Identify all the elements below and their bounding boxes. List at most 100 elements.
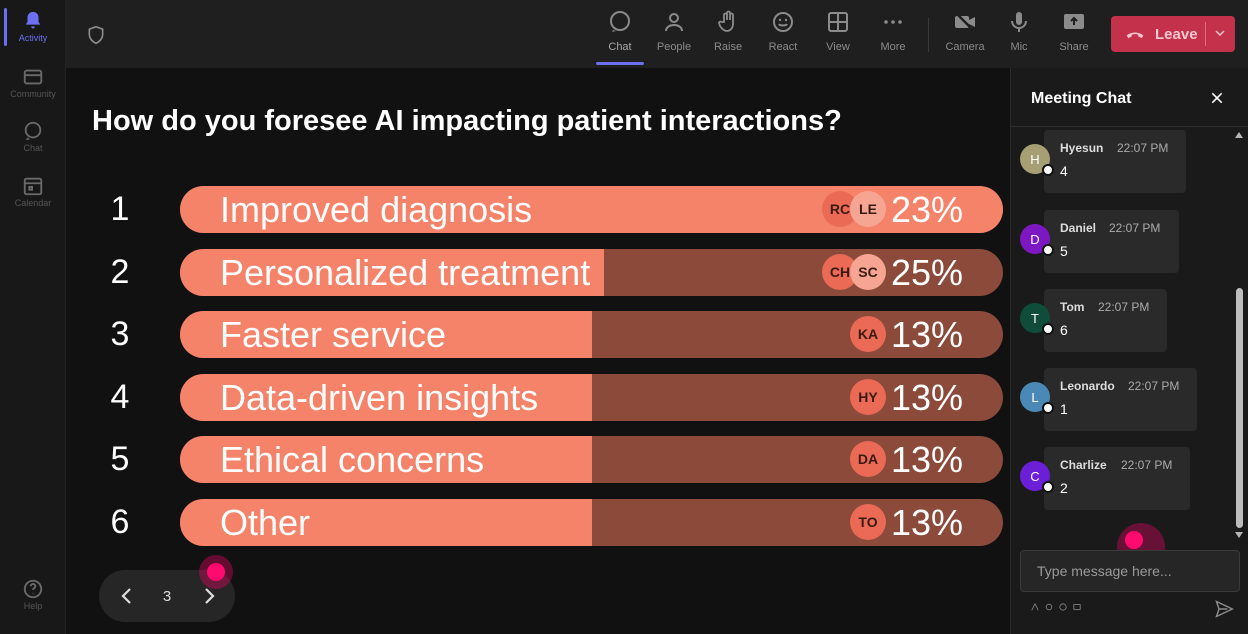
avatar-initial: T [1031,310,1039,326]
page-number: 3 [162,588,172,605]
message-bubble: Tom 22:07 PM 6 [1044,289,1167,352]
avatar[interactable]: C [1020,461,1054,493]
toolbar-item-label: More [880,41,906,53]
poll-option[interactable]: 1 Improved diagnosis RC LE 23% [66,186,1010,234]
send-icon[interactable] [1214,599,1234,619]
option-bar[interactable]: Faster service KA 13% [180,311,1003,358]
leave-divider [1205,22,1206,46]
rail-item-help[interactable]: Help [0,578,66,611]
rail-item-activity[interactable]: Activity [0,10,66,43]
avatar[interactable]: L [1020,382,1054,414]
shield-icon[interactable] [86,24,106,46]
chat-message[interactable]: Charlize 22:07 PM 2 C [1011,447,1236,511]
emoji-icon[interactable] [1059,603,1067,611]
chevron-left-icon[interactable] [115,584,139,608]
scroll-thumb[interactable] [1236,288,1243,528]
gif-icon[interactable] [1073,603,1081,611]
option-percentage: 13% [890,501,963,543]
option-bar-fill [180,311,592,358]
share-icon [1064,14,1084,29]
option-bar-fill [180,373,592,421]
poll-option[interactable]: 5 Ethical concerns DA 13% [66,436,1010,484]
poll-question: How do you foresee AI impacting patient … [92,105,842,137]
chat-message[interactable]: Hyesun 22:07 PM 4 H [1011,130,1236,194]
message-bubble: Charlize 22:07 PM 2 [1044,447,1190,510]
voter-avatars: CH SC [822,253,886,292]
toolbar-more-button[interactable]: More [866,10,920,53]
attach-icon[interactable] [1045,603,1053,611]
voter-avatar: TO [850,503,886,540]
chevron-right-icon[interactable] [197,584,221,608]
chat-title: Meeting Chat [1031,90,1132,107]
message-time: 22:07 PM [1128,379,1180,393]
presence-dot [1042,244,1054,256]
avatar-initial: D [1030,231,1040,247]
rail-item-community[interactable]: Community [0,66,66,99]
option-bar[interactable]: Other TO 13% [180,498,1003,546]
toolbar-chat-button[interactable]: Chat [593,10,647,53]
voter-avatars: RC LE [822,191,886,229]
toolbar-item-label: Chat [608,41,632,53]
sender-name: Charlize [1060,458,1107,472]
toolbar-item-label: Share [1059,41,1089,53]
chat-message[interactable]: Tom 22:07 PM 6 T [1011,289,1236,353]
leave-button[interactable]: Leave [1111,16,1235,52]
chat-message[interactable]: Daniel 22:07 PM 5 D [1011,210,1236,274]
option-number: 4 [110,377,130,416]
option-bar[interactable]: Improved diagnosis RC LE 23% [180,186,1003,233]
avatar-initial: H [1030,151,1040,167]
option-percentage: 13% [890,314,963,355]
poll-option[interactable]: 6 Other TO 13% [66,498,1010,547]
presence-dot [1042,323,1054,335]
toolbar-share-button[interactable]: Share [1047,10,1101,53]
format-icon[interactable] [1031,603,1039,611]
toolbar-camera-button[interactable]: Camera [938,10,992,53]
close-icon[interactable] [1209,90,1225,106]
mic-icon [1011,12,1027,32]
option-bar[interactable]: Data-driven insights HY 13% [180,373,1003,421]
message-text: 2 [1060,480,1068,496]
toolbar-mic-button[interactable]: Mic [992,10,1046,53]
pointer-indicator [199,555,233,589]
voter-avatar: DA [850,441,886,477]
rail-active-indicator [4,8,7,46]
avatar-initial: C [1030,468,1040,484]
avatar[interactable]: H [1020,144,1054,176]
message-time: 22:07 PM [1098,300,1150,314]
chat-scrollbar[interactable] [1233,130,1245,544]
voter-avatar: SC [850,253,886,290]
avatar[interactable]: T [1020,303,1054,335]
scroll-down-arrow[interactable] [1235,532,1243,538]
rail-item-label: Help [23,601,43,611]
toolbar-raise-button[interactable]: Raise [701,10,755,53]
toolbar-people-button[interactable]: People [647,10,701,53]
hang-up-icon [1126,32,1144,39]
toolbar-react-button[interactable]: React [756,10,810,53]
option-label: Personalized treatment [220,251,591,293]
rail-item-chat[interactable]: Chat [0,120,66,153]
chat-message[interactable]: Leonardo 22:07 PM 1 L [1011,368,1236,432]
option-bar[interactable]: Ethical concerns DA 13% [180,436,1003,483]
option-bar[interactable]: Personalized treatment CH SC 25% [180,248,1003,296]
toolbar-view-button[interactable]: View [811,10,865,53]
rail-item-calendar[interactable]: Calendar [0,175,66,208]
poll-option[interactable]: 3 Faster service KA 13% [66,311,1010,359]
calendar-icon [23,177,43,196]
avatar[interactable]: D [1020,224,1054,256]
voter-avatars: DA [850,441,886,479]
option-percentage: 25% [890,251,963,293]
more-icon [884,20,902,24]
poll-option[interactable]: 4 Data-driven insights HY 13% [66,373,1010,422]
toolbar-item-label: React [768,41,798,53]
message-text: 6 [1060,322,1068,338]
option-percentage: 13% [890,439,963,480]
sender-name: Hyesun [1060,141,1104,155]
rail-item-label: Community [10,89,56,99]
voter-avatars: HY [850,378,886,417]
chat-message-input[interactable] [1020,550,1240,592]
scroll-up-arrow[interactable] [1235,132,1243,138]
chevron-down-icon[interactable] [1212,25,1228,41]
message-time: 22:07 PM [1117,141,1169,155]
avatar-initial: L [1031,389,1039,405]
poll-option[interactable]: 2 Personalized treatment CH SC 25% [66,248,1010,297]
